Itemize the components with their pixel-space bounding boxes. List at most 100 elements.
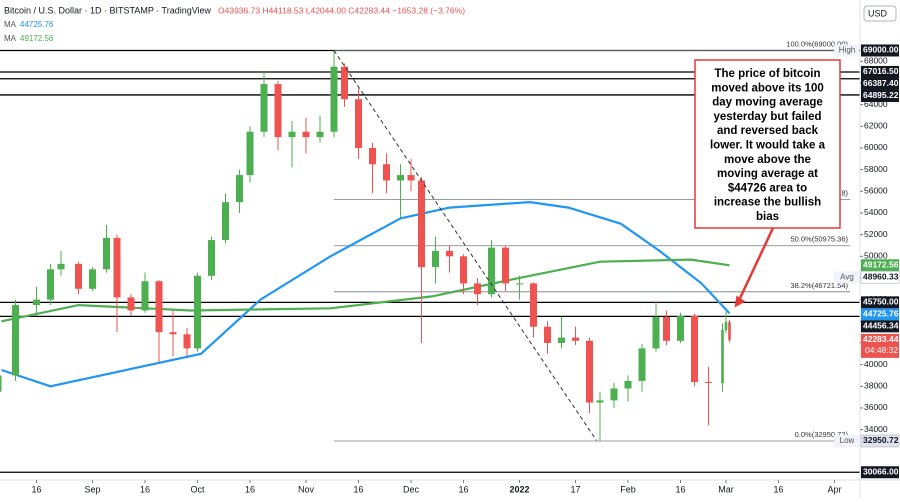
candle-body xyxy=(459,256,467,284)
x-tick-label: 16 xyxy=(245,484,255,494)
y-tick-label: 58000 xyxy=(864,164,888,174)
candle-body xyxy=(103,237,111,270)
candle-body xyxy=(431,250,439,268)
candle-body xyxy=(57,263,65,270)
x-tick-label: Sep xyxy=(84,484,100,494)
candle-body xyxy=(596,400,604,403)
x-tick-label: 16 xyxy=(31,484,41,494)
x-tick-label: 16 xyxy=(458,484,468,494)
candle-body xyxy=(169,332,177,335)
candle-body xyxy=(721,329,724,384)
candle-body xyxy=(445,250,453,257)
x-tick-label: Apr xyxy=(827,484,841,494)
candle-body xyxy=(89,269,97,289)
candle-body xyxy=(12,305,20,376)
candle-body xyxy=(221,202,229,241)
candle-body xyxy=(302,131,310,138)
price-tag-label: 69000.00 xyxy=(863,45,899,55)
x-tick-label: Mar xyxy=(718,484,734,494)
tag-note: Low xyxy=(840,436,855,445)
candle-body xyxy=(127,297,135,311)
candle-body xyxy=(704,381,712,384)
ma-line xyxy=(1,258,730,323)
candle-body xyxy=(515,283,523,285)
candle-body xyxy=(624,380,632,389)
plot-layer: 100.0%(69000.00) 18) 50.0%(50975.36) 38.2%(… xyxy=(0,39,860,473)
candle-body xyxy=(330,66,338,132)
candle-body xyxy=(235,175,243,203)
annotation-box xyxy=(694,59,841,229)
candle-body xyxy=(47,269,55,300)
y-tick-label: 60000 xyxy=(864,142,888,152)
price-tag xyxy=(861,89,899,102)
candle-body xyxy=(141,281,149,311)
candle-body xyxy=(246,131,254,176)
x-tick-label: 2022 xyxy=(509,484,529,494)
annotation-text: moved above its 100 xyxy=(711,82,824,94)
candle-body xyxy=(274,84,282,138)
arrow-head xyxy=(734,295,746,308)
annotation-text: The price of bitcoin xyxy=(714,68,820,80)
ma-line xyxy=(1,200,731,388)
x-tick-label: Feb xyxy=(620,484,636,494)
y-tick-label: 34000 xyxy=(864,424,888,434)
price-tag xyxy=(861,259,899,272)
price-tag-label: 66387.40 xyxy=(863,78,899,88)
candle-body xyxy=(638,348,646,381)
x-tick-label: 17 xyxy=(570,484,580,494)
fib-label: 50.0%(50975.36) xyxy=(790,235,848,244)
countdown: 04:48:32 xyxy=(865,345,898,355)
y-tick-label: 62000 xyxy=(864,121,888,131)
candle-body xyxy=(316,131,324,138)
currency-box xyxy=(863,5,897,22)
price-tag xyxy=(861,320,899,333)
candle-body xyxy=(33,299,41,306)
tag-note: High xyxy=(839,46,855,55)
tag-note-box xyxy=(834,271,859,284)
currency: USD xyxy=(868,8,888,18)
annotation-text: lower. It would take a xyxy=(710,140,826,152)
annotation-arrow xyxy=(737,227,775,302)
legend-name: MA xyxy=(4,34,17,43)
candle-body xyxy=(676,315,684,341)
price-tag-label: 42283.44 xyxy=(863,334,899,344)
candle-body xyxy=(501,247,509,284)
candle-body xyxy=(340,66,348,100)
trend-line xyxy=(333,50,597,441)
candle-body xyxy=(610,388,618,401)
header-box xyxy=(0,0,430,46)
annotation-text: bias xyxy=(756,211,779,223)
x-tick-label: 16 xyxy=(675,484,685,494)
legend-value: 44725.76 xyxy=(20,20,54,29)
y-tick-label: 36000 xyxy=(864,402,888,412)
candle-body xyxy=(728,321,731,340)
candle-body xyxy=(354,99,362,148)
candle-body xyxy=(473,283,481,295)
price-tag xyxy=(860,270,900,284)
annotation-text: and reversed back xyxy=(717,125,819,137)
y-tick-label: 38000 xyxy=(864,381,888,391)
candle-body xyxy=(690,315,698,382)
fib-label: 18) xyxy=(837,189,848,198)
fib-label: 38.2%(46721.54) xyxy=(790,281,848,290)
price-tag-label: 48960.33 xyxy=(863,272,899,282)
price-tag-label: 44456.34 xyxy=(863,321,899,331)
price-tag-label: 45750.00 xyxy=(863,297,899,307)
annotation-text: move above the xyxy=(724,154,811,166)
candle-body xyxy=(382,164,390,181)
y-tick-label: 40000 xyxy=(864,359,888,369)
annotation-text: day moving average xyxy=(712,97,823,109)
candle-body xyxy=(208,240,216,276)
x-tick-label: Oct xyxy=(190,484,205,494)
tag-note: Avg xyxy=(840,272,854,281)
candle-body xyxy=(585,340,593,403)
candle-body xyxy=(529,283,537,327)
y-tick-label: 56000 xyxy=(864,186,888,196)
price-tag xyxy=(861,333,899,358)
candle-body xyxy=(155,281,163,333)
candle-body xyxy=(417,180,425,268)
y-tick-label: 54000 xyxy=(864,207,888,217)
price-tag-label: 44725.76 xyxy=(863,309,899,319)
y-tick-label: 64000 xyxy=(864,99,888,109)
